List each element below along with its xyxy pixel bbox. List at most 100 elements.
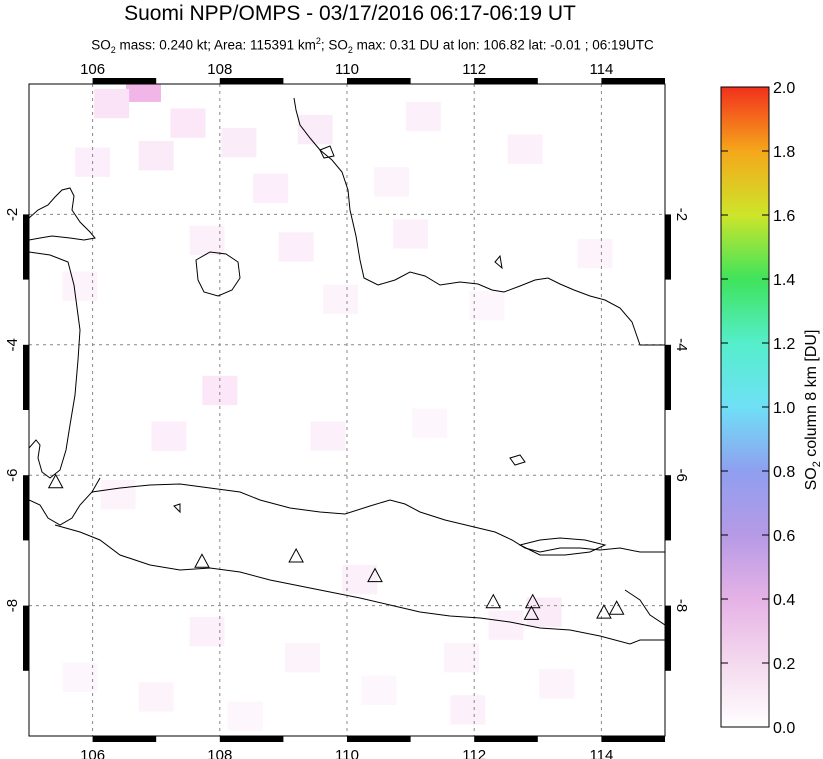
colorbar-tick-label-1: 0.2 [773,656,795,673]
so2-cell-8 [507,134,543,164]
so2-cell-29 [62,662,98,692]
so2-cell-24 [526,597,562,627]
frame-right-bar-3 [665,605,671,671]
volcano-marker-0 [47,473,64,489]
x-tick-label-bottom-2: 110 [335,747,359,759]
x-tick-label-top-0: 106 [80,61,105,78]
frame-left-bar-1 [23,344,29,410]
colorbar-tick-label-9: 1.8 [773,144,795,161]
so2-cell-7 [405,101,441,132]
so2-cell-33 [227,701,263,732]
so2-cell-0 [125,84,161,102]
coast-islet-1 [509,454,526,466]
y-tick-label-left-2: -6 [4,469,21,482]
colorbar-label-sub: 2 [811,461,823,467]
so2-cells [62,84,613,732]
so2-cell-15 [62,271,98,301]
coast-madura [518,537,607,556]
so2-cell-2 [170,108,206,138]
volcano-marker-2 [288,547,304,563]
so2-cell-25 [488,610,524,640]
so2-cell-31 [361,675,397,706]
x-tick-label-top-1: 108 [207,61,232,78]
so2-cell-14 [577,238,613,269]
so2-cell-9 [253,173,289,203]
frame-bottom-bar-1 [219,736,284,742]
y-tick-label-right-2: -6 [673,469,690,482]
x-tick-label-top-2: 110 [335,61,359,78]
so2-cell-26 [189,617,225,647]
subtitle-so2-text: SO [91,37,111,53]
frame-top-bar-1 [219,78,284,84]
x-tick-label-bottom-1: 108 [207,747,232,759]
colorbar-label-rest: column 8 km [DU] [803,330,820,462]
colorbar-tick-label-5: 1.0 [773,400,795,417]
chart-subtitle: SO2 mass: 0.240 kt; Area: 115391 km2; SO… [0,36,745,55]
so2-cell-12 [278,232,314,262]
frame-tick-bars [23,78,671,742]
volcano-marker-6 [523,605,540,620]
coast-kalimantan [293,97,665,346]
so2-cell-3 [221,128,257,158]
subtitle-sub2: 2 [347,45,353,56]
chart-title: Suomi NPP/OMPS - 03/17/2016 06:17-06:19 … [124,2,576,25]
so2-cell-17 [469,291,505,321]
volcano-markers [47,473,625,620]
so2-cell-34 [450,695,486,725]
coast-sumatra [29,187,96,241]
y-tick-label-right-0: -2 [673,208,690,221]
axis-tick-labels: 106 106 108 108 110 110 112 112 114 114 -2 -2 -4 -4 -6… [4,61,690,759]
so2-cell-32 [539,669,575,699]
colorbar-tick-label-4: 0.8 [773,464,795,481]
coast-belitung [195,251,241,297]
frame-top-bar-2 [347,78,411,84]
so2-cell-27 [284,643,320,673]
frame-right-bar-1 [665,344,671,410]
colorbar-tick-label-3: 0.6 [773,528,795,545]
y-tick-label-left-1: -4 [4,338,21,351]
coast-islet-3 [319,145,335,159]
so2-cell-13 [393,219,429,249]
subtitle-sup: 2 [315,36,321,46]
so2-cell-23 [342,564,378,595]
coast-java-south [54,524,665,645]
subtitle-sub: 2 [110,45,116,56]
so2-cell-19 [151,421,187,451]
so2-cell-28 [443,643,479,673]
subtitle-sep: ; SO [320,37,348,53]
so2-cell-1 [94,88,130,119]
frame-bottom-bar-2 [347,736,411,742]
frame-bottom-bar-4 [601,736,665,742]
volcano-marker-8 [608,600,625,615]
volcano-marker-4 [485,593,502,609]
colorbar-tick-label-0: 0.0 [773,720,795,737]
colorbar-tick-label-7: 1.4 [773,272,795,289]
frame-bottom-bar-0 [92,736,157,742]
frame-right-bar-0 [665,214,671,280]
x-tick-label-bottom-4: 114 [589,747,613,759]
so2-cell-30 [138,682,174,712]
colorbar-tick-label-2: 0.4 [773,592,795,609]
so2-cell-5 [138,141,174,171]
coast-bali [624,589,665,626]
colorbar-ticks: 0.0 0.2 0.4 0.6 0.8 1.0 1.2 1.4 1.6 1.8 2.0 [721,80,795,737]
coast-islet-4 [173,503,181,514]
so2-cell-21 [412,408,448,438]
y-tick-label-right-3: -8 [673,599,690,612]
so2-cell-16 [323,284,359,314]
frame-bottom-bar-3 [474,736,538,742]
frame-left-bar-3 [23,605,29,671]
coast-islet-2 [494,254,503,270]
so2-cell-11 [189,225,225,256]
frame-top-bar-4 [601,78,665,84]
coast-sunda-strait [29,477,101,526]
y-tick-label-left-0: -2 [4,208,21,221]
colorbar-tick-label-8: 1.6 [773,208,795,225]
frame-right-bar-2 [665,475,671,541]
volcano-marker-3 [367,567,383,583]
colorbar-label-so: SO [803,467,820,490]
so2-cell-10 [374,167,410,197]
y-tick-label-left-3: -8 [4,599,21,612]
coast-java-north [91,483,665,553]
